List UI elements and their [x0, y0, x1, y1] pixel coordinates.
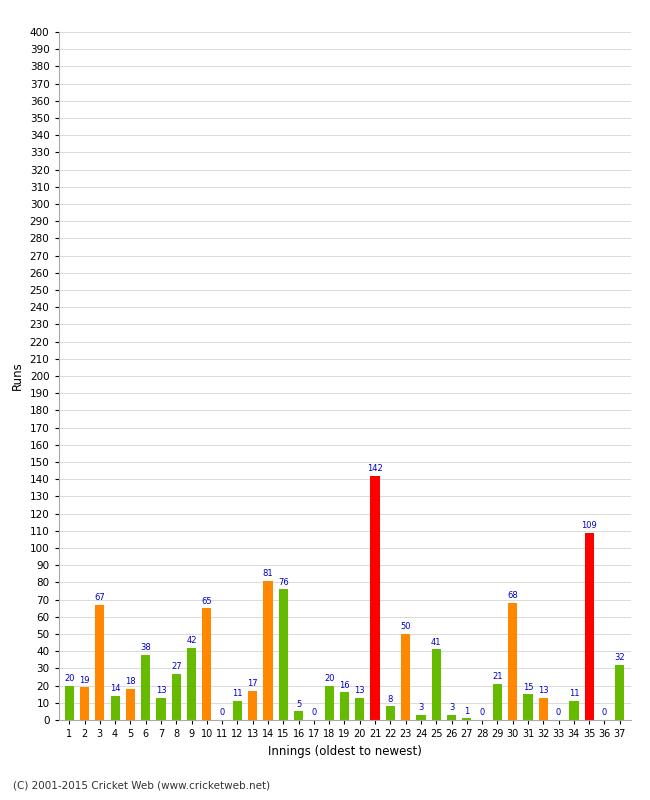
- Text: 11: 11: [569, 690, 579, 698]
- Bar: [141, 654, 150, 720]
- Text: 13: 13: [538, 686, 549, 695]
- Text: 20: 20: [64, 674, 75, 683]
- Text: 14: 14: [110, 684, 120, 694]
- X-axis label: Innings (oldest to newest): Innings (oldest to newest): [268, 745, 421, 758]
- Text: 13: 13: [155, 686, 166, 695]
- Bar: [615, 665, 625, 720]
- Text: 0: 0: [556, 709, 561, 718]
- Text: 81: 81: [263, 569, 274, 578]
- Text: 0: 0: [311, 709, 317, 718]
- Bar: [386, 706, 395, 720]
- Bar: [584, 533, 594, 720]
- Text: 76: 76: [278, 578, 289, 586]
- Bar: [64, 686, 74, 720]
- Bar: [370, 476, 380, 720]
- Bar: [355, 698, 365, 720]
- Bar: [172, 674, 181, 720]
- Text: 11: 11: [232, 690, 242, 698]
- Text: 18: 18: [125, 678, 136, 686]
- Text: 1: 1: [464, 706, 469, 716]
- Bar: [157, 698, 166, 720]
- Bar: [569, 701, 578, 720]
- Text: 17: 17: [248, 679, 258, 688]
- Text: 142: 142: [367, 464, 383, 473]
- Bar: [324, 686, 334, 720]
- Text: 5: 5: [296, 700, 301, 709]
- Text: 0: 0: [480, 709, 485, 718]
- Text: 20: 20: [324, 674, 335, 683]
- Bar: [508, 603, 517, 720]
- Bar: [447, 715, 456, 720]
- Bar: [279, 590, 288, 720]
- Bar: [401, 634, 410, 720]
- Text: 50: 50: [400, 622, 411, 631]
- Bar: [95, 605, 105, 720]
- Bar: [202, 608, 211, 720]
- Bar: [80, 687, 89, 720]
- Text: 13: 13: [354, 686, 365, 695]
- Bar: [432, 650, 441, 720]
- Y-axis label: Runs: Runs: [11, 362, 24, 390]
- Text: 41: 41: [431, 638, 441, 647]
- Bar: [523, 694, 532, 720]
- Text: 15: 15: [523, 682, 533, 692]
- Bar: [340, 693, 349, 720]
- Text: 27: 27: [171, 662, 181, 671]
- Bar: [462, 718, 471, 720]
- Text: 32: 32: [614, 654, 625, 662]
- Text: 0: 0: [220, 709, 225, 718]
- Text: 38: 38: [140, 643, 151, 652]
- Text: 65: 65: [202, 597, 212, 606]
- Bar: [187, 648, 196, 720]
- Text: 0: 0: [602, 709, 607, 718]
- Text: 19: 19: [79, 676, 90, 685]
- Text: 21: 21: [492, 672, 502, 682]
- Bar: [126, 689, 135, 720]
- Text: 3: 3: [419, 703, 424, 712]
- Text: 67: 67: [94, 593, 105, 602]
- Bar: [263, 581, 272, 720]
- Bar: [417, 715, 426, 720]
- Text: 3: 3: [449, 703, 454, 712]
- Bar: [493, 684, 502, 720]
- Text: 109: 109: [581, 521, 597, 530]
- Text: 42: 42: [187, 636, 197, 645]
- Bar: [248, 690, 257, 720]
- Bar: [539, 698, 548, 720]
- Text: 16: 16: [339, 681, 350, 690]
- Text: (C) 2001-2015 Cricket Web (www.cricketweb.net): (C) 2001-2015 Cricket Web (www.cricketwe…: [13, 781, 270, 790]
- Bar: [294, 711, 303, 720]
- Text: 8: 8: [387, 694, 393, 704]
- Text: 68: 68: [508, 591, 518, 601]
- Bar: [233, 701, 242, 720]
- Bar: [111, 696, 120, 720]
